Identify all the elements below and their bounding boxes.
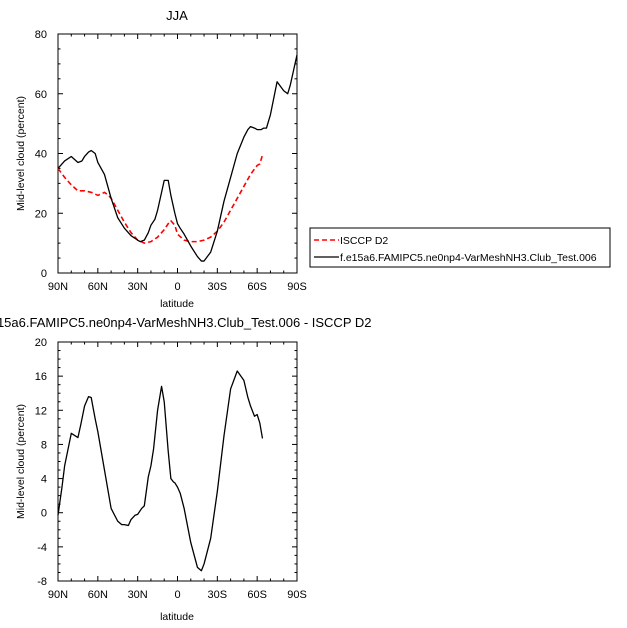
bottom-chart-title: f.e15a6.FAMIPC5.ne0np4-VarMeshNH3.Club_T… xyxy=(0,315,372,330)
bottom-x-tick-label: 0 xyxy=(174,589,180,601)
bottom-x-tick-label: 60N xyxy=(88,589,108,601)
bottom-x-tick-label: 90N xyxy=(48,589,68,601)
bottom-x-tick-label: 90S xyxy=(287,589,307,601)
top-y-tick-label: 80 xyxy=(35,29,47,41)
bottom-x-tick-label: 60S xyxy=(247,589,267,601)
top-x-tick-label: 60S xyxy=(247,281,267,293)
top-x-axis-label: latitude xyxy=(160,298,194,310)
top-y-axis-label: Mid-level cloud (percent) xyxy=(15,96,27,211)
bottom-x-tick-label: 30N xyxy=(128,589,148,601)
bottom-y-tick-label: 20 xyxy=(35,337,47,349)
bottom-y-tick-label: 0 xyxy=(41,508,47,520)
bottom-series-layer xyxy=(57,370,264,572)
top-x-tick-label: 30S xyxy=(208,281,228,293)
top-x-tick-label: 90S xyxy=(287,281,307,293)
top-plot-frame xyxy=(57,33,298,274)
top-panel: JJA 90N 60N 30N 0 30S 60S 90S 0 20 40 60 80 latitud… xyxy=(15,8,307,310)
top-x-tick-label: 60N xyxy=(88,281,108,293)
top-x-tick-label: 0 xyxy=(174,281,180,293)
top-chart-title: JJA xyxy=(166,8,188,23)
bottom-plot-frame xyxy=(57,341,298,582)
top-y-tick-label: 40 xyxy=(35,149,47,161)
bottom-x-tick-label: 30S xyxy=(208,589,228,601)
bottom-y-tick-label: 8 xyxy=(41,439,47,451)
legend-label-isccp: ISCCP D2 xyxy=(340,235,388,247)
bottom-y-tick-label: 4 xyxy=(41,474,47,486)
bottom-axis-ticks: 90N 60N 30N 0 30S 60S 90S -8 -4 0 4 8 12 16 20 xyxy=(35,337,307,601)
top-y-tick-label: 20 xyxy=(35,208,47,220)
bottom-y-tick-label: -4 xyxy=(37,542,47,554)
top-x-tick-label: 30N xyxy=(128,281,148,293)
top-y-tick-label: 60 xyxy=(35,89,47,101)
bottom-y-tick-label: 16 xyxy=(35,371,47,383)
bottom-series-line-model xyxy=(57,370,264,572)
legend-box xyxy=(309,227,611,268)
top-series-line-model xyxy=(57,54,298,262)
top-axis-ticks: 90N 60N 30N 0 30S 60S 90S 0 20 40 60 80 xyxy=(35,29,307,293)
bottom-y-tick-label: -8 xyxy=(37,576,47,588)
top-series-line-isccp xyxy=(57,154,264,244)
legend: ISCCP D2 f.e15a6.FAMIPC5.ne0np4-VarMeshN… xyxy=(309,227,611,268)
bottom-panel: f.e15a6.FAMIPC5.ne0np4-VarMeshNH3.Club_T… xyxy=(0,315,372,623)
top-series-layer xyxy=(57,54,298,262)
bottom-x-axis-label: latitude xyxy=(160,611,194,623)
legend-label-model: f.e15a6.FAMIPC5.ne0np4-VarMeshNH3.Club_T… xyxy=(340,252,597,264)
bottom-y-tick-label: 12 xyxy=(35,405,47,417)
bottom-y-axis-label: Mid-level cloud (percent) xyxy=(15,404,27,519)
top-x-tick-label: 90N xyxy=(48,281,68,293)
top-y-tick-label: 0 xyxy=(41,268,47,280)
